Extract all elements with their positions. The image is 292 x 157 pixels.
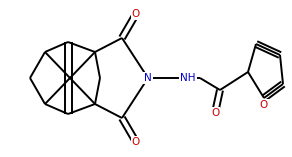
Text: O: O (260, 100, 268, 110)
Text: NH: NH (180, 73, 196, 83)
Text: O: O (132, 9, 140, 19)
Text: O: O (132, 137, 140, 147)
Text: O: O (211, 108, 219, 118)
Text: N: N (144, 73, 152, 83)
